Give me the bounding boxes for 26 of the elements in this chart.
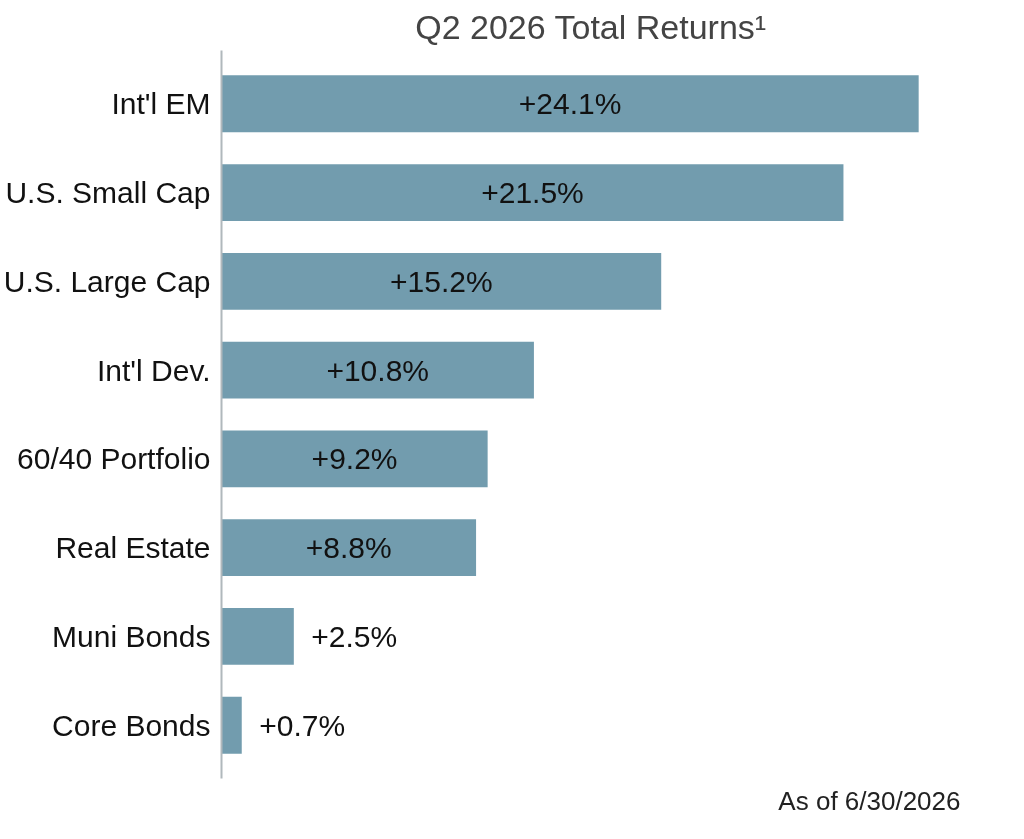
- y-tick-label: Int'l EM: [111, 87, 211, 121]
- data-label: +10.8%: [326, 353, 430, 387]
- chart-title: Q2 2026 Total Returns¹: [415, 7, 767, 46]
- y-tick-label: U.S. Small Cap: [5, 176, 211, 210]
- bar: [221, 696, 242, 754]
- data-label: +2.5%: [311, 619, 398, 653]
- y-tick-label: Real Estate: [55, 531, 211, 565]
- bar: [221, 519, 477, 577]
- y-tick-label: U.S. Large Cap: [3, 264, 211, 298]
- bar: [221, 252, 662, 310]
- bar: [221, 164, 844, 221]
- data-label: +15.2%: [390, 264, 493, 298]
- data-label: +21.5%: [481, 176, 584, 210]
- y-tick-label: Int'l Dev.: [96, 353, 211, 387]
- data-label: +0.7%: [259, 708, 346, 742]
- data-label: +24.1%: [518, 87, 622, 121]
- y-tick-label: Core Bonds: [52, 708, 211, 742]
- text: As of 6/30/2026: [778, 785, 961, 816]
- bar: [221, 430, 488, 488]
- data-label: +8.8%: [305, 531, 392, 565]
- y-tick-label: 60/40 Portfolio: [17, 442, 211, 476]
- y-tick-label: Muni Bonds: [52, 619, 211, 653]
- bar: [221, 75, 919, 133]
- data-label: +9.2%: [311, 442, 398, 476]
- bar: [221, 341, 534, 399]
- bar: [221, 608, 294, 665]
